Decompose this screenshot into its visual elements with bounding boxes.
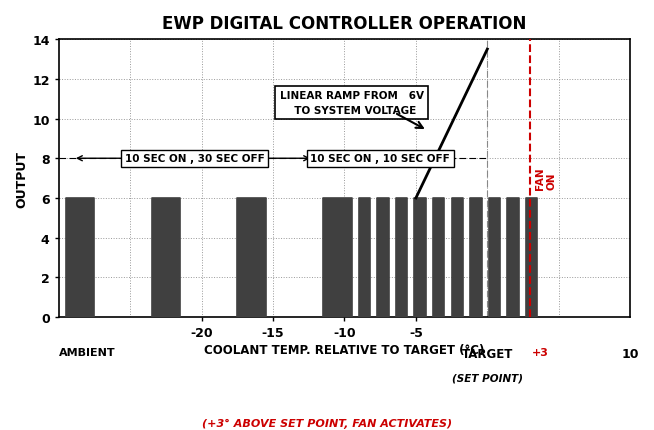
Text: 10 SEC ON , 10 SEC OFF: 10 SEC ON , 10 SEC OFF: [310, 154, 450, 164]
Title: EWP DIGITAL CONTROLLER OPERATION: EWP DIGITAL CONTROLLER OPERATION: [162, 15, 526, 33]
Text: (+3° ABOVE SET POINT, FAN ACTIVATES): (+3° ABOVE SET POINT, FAN ACTIVATES): [202, 418, 452, 428]
Text: +3: +3: [532, 347, 549, 357]
Y-axis label: OUTPUT: OUTPUT: [15, 150, 28, 207]
Text: 10 SEC ON , 30 SEC OFF: 10 SEC ON , 30 SEC OFF: [124, 154, 264, 164]
Text: (SET POINT): (SET POINT): [452, 373, 523, 383]
Text: LINEAR RAMP FROM   6V
  TO SYSTEM VOLTAGE: LINEAR RAMP FROM 6V TO SYSTEM VOLTAGE: [280, 91, 424, 116]
Text: 10: 10: [621, 347, 639, 360]
Text: AMBIENT: AMBIENT: [59, 347, 115, 357]
Text: FAN
ON: FAN ON: [535, 167, 557, 190]
Text: TARGET: TARGET: [462, 347, 513, 360]
X-axis label: COOLANT TEMP. RELATIVE TO TARGET (°C): COOLANT TEMP. RELATIVE TO TARGET (°C): [204, 344, 485, 356]
